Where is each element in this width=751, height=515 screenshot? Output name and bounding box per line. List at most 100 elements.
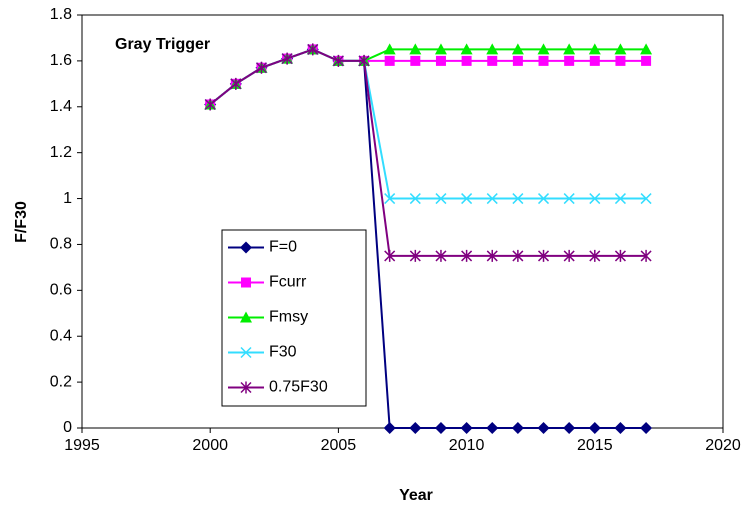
marker xyxy=(461,55,472,66)
marker xyxy=(383,422,396,434)
marker xyxy=(409,193,421,205)
marker xyxy=(537,193,550,205)
marker xyxy=(307,43,319,56)
legend-label: Fcurr xyxy=(269,274,307,291)
series-line xyxy=(209,48,647,106)
marker xyxy=(537,422,550,434)
marker xyxy=(255,61,268,74)
series xyxy=(204,43,652,262)
y-tick-label: 1.8 xyxy=(50,6,72,23)
marker xyxy=(614,43,627,55)
marker xyxy=(640,249,652,262)
marker xyxy=(537,249,550,262)
marker xyxy=(434,422,447,434)
series-line xyxy=(209,48,647,106)
marker xyxy=(563,43,576,55)
y-tick-label: 1.4 xyxy=(50,98,72,115)
x-tick-label: 2020 xyxy=(705,437,741,454)
y-axis-label: F/F30 xyxy=(13,201,30,243)
marker xyxy=(281,52,293,65)
marker xyxy=(409,249,421,262)
x-tick-label: 2010 xyxy=(449,437,485,454)
legend-marker xyxy=(240,241,252,254)
marker xyxy=(640,422,653,434)
marker xyxy=(511,43,524,55)
x-axis-label: Year xyxy=(399,487,433,504)
marker xyxy=(435,249,447,262)
marker xyxy=(640,193,652,205)
marker xyxy=(434,43,447,55)
marker xyxy=(332,54,344,67)
marker xyxy=(461,193,473,205)
marker xyxy=(487,55,498,66)
marker xyxy=(486,193,498,205)
marker xyxy=(588,422,601,434)
series-line xyxy=(209,48,647,200)
series xyxy=(204,43,652,205)
marker xyxy=(486,43,499,55)
y-tick-label: 0 xyxy=(63,419,72,436)
legend-label: 0.75F30 xyxy=(269,379,328,396)
legend-box xyxy=(221,229,367,407)
marker xyxy=(383,43,396,55)
marker xyxy=(614,422,627,434)
marker xyxy=(486,249,498,262)
marker xyxy=(435,193,447,205)
marker xyxy=(564,55,575,66)
y-tick-label: 1.2 xyxy=(50,144,72,161)
marker xyxy=(614,249,626,262)
x-tick-label: 2005 xyxy=(321,437,357,454)
y-tick-label: 1.6 xyxy=(50,52,72,69)
legend: F=0 Fcurr Fmsy F30 0.75F30 xyxy=(221,229,367,407)
marker xyxy=(640,43,653,55)
marker xyxy=(614,193,626,205)
marker xyxy=(409,43,422,55)
marker xyxy=(384,55,395,66)
series xyxy=(204,43,653,110)
marker xyxy=(589,193,601,205)
marker xyxy=(589,249,601,262)
marker xyxy=(435,55,446,66)
legend-label: F=0 xyxy=(269,239,297,256)
marker xyxy=(538,55,549,66)
marker xyxy=(409,422,422,434)
marker xyxy=(615,55,626,66)
series xyxy=(205,44,652,110)
legend-marker xyxy=(240,311,252,323)
marker xyxy=(563,422,576,434)
legend-label: F30 xyxy=(269,344,297,361)
marker xyxy=(563,249,575,262)
marker xyxy=(410,55,421,66)
marker xyxy=(384,193,396,205)
x-tick-label: 2000 xyxy=(192,437,228,454)
legend-marker xyxy=(240,381,252,394)
marker xyxy=(230,77,242,90)
x-tick-label: 1995 xyxy=(64,437,100,454)
marker xyxy=(641,55,652,66)
legend-label: Fmsy xyxy=(269,309,308,326)
marker xyxy=(537,43,550,55)
marker xyxy=(460,43,473,55)
annotation: Gray Trigger xyxy=(115,36,210,53)
marker xyxy=(512,249,524,262)
marker xyxy=(512,193,524,205)
marker xyxy=(358,54,370,67)
marker xyxy=(486,422,499,434)
series-line xyxy=(209,48,647,257)
marker xyxy=(512,55,523,66)
y-tick-label: 0.4 xyxy=(50,327,72,344)
x-tick-label: 2015 xyxy=(577,437,613,454)
marker xyxy=(384,249,396,262)
marker xyxy=(511,422,524,434)
y-tick-label: 0.6 xyxy=(50,282,72,299)
legend-marker xyxy=(241,277,251,288)
marker xyxy=(204,98,216,111)
plot-frame xyxy=(81,14,724,429)
y-tick-label: 1 xyxy=(63,190,72,207)
legend-marker xyxy=(240,346,252,359)
marker xyxy=(461,249,473,262)
marker xyxy=(460,422,473,434)
y-tick-label: 0.2 xyxy=(50,373,72,390)
y-tick-label: 0.8 xyxy=(50,236,72,253)
